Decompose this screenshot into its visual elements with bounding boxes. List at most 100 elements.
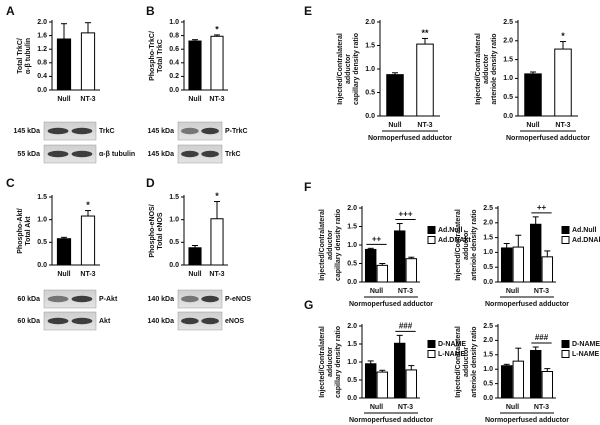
- y-axis-title: Injected/Contralateral: [319, 209, 326, 281]
- blot-strip: [43, 289, 97, 309]
- y-tick-label: 1.2: [37, 46, 47, 53]
- legend-swatch: [561, 340, 570, 348]
- legend-label: D-NAME: [572, 341, 600, 348]
- y-tick-label: 1.0: [347, 242, 357, 249]
- blot-protein: P-eNOS: [225, 296, 251, 303]
- x-tick-label: Null: [526, 122, 539, 129]
- x-axis-title: Normoperfused adductor: [349, 301, 433, 308]
- x-tick-label: Null: [506, 404, 519, 411]
- y-tick-label: 0.0: [37, 87, 47, 94]
- y-axis-title: Total eNOS: [157, 212, 164, 250]
- x-axis-title: Normoperfused adductor: [368, 135, 452, 142]
- bar: [529, 223, 542, 283]
- y-tick-label: 0.4: [169, 60, 179, 67]
- y-tick-label: 2.5: [483, 323, 493, 330]
- blot-size: 145 kDa: [14, 128, 41, 135]
- y-tick-label: 1.0: [37, 217, 47, 224]
- bar: [188, 247, 202, 266]
- legend-swatch: [561, 350, 570, 358]
- legend-label: Ad.DNAkt: [572, 237, 600, 244]
- blot-strip: [43, 144, 97, 164]
- blot-strip: [43, 121, 97, 141]
- x-tick-label: NT-3: [555, 122, 570, 129]
- y-tick-label: 2.5: [503, 19, 513, 26]
- y-tick-label: 0.0: [169, 87, 179, 94]
- x-tick-label: Null: [370, 404, 383, 411]
- blot-protein: eNOS: [225, 318, 244, 325]
- y-tick-label: 1.0: [483, 249, 493, 256]
- y-tick-label: 1.5: [483, 352, 493, 359]
- bar: [210, 218, 224, 266]
- y-tick-label: 0.0: [365, 113, 375, 120]
- y-tick-label: 0.5: [347, 377, 357, 384]
- y-tick-label: 0.5: [365, 89, 375, 96]
- blot-size: 145 kDa: [148, 128, 175, 135]
- y-tick-label: 0.5: [483, 264, 493, 271]
- x-tick-label: NT-3: [80, 96, 95, 103]
- y-axis-title: adductor: [463, 230, 470, 260]
- y-axis-title: arteriole density ratio: [471, 326, 478, 397]
- x-tick-label: Null: [57, 271, 70, 278]
- y-tick-label: 0.5: [503, 94, 513, 101]
- x-tick-label: Null: [188, 96, 201, 103]
- y-tick-label: 2.0: [347, 323, 357, 330]
- blot-protein: TrkC: [225, 151, 241, 158]
- bar: [405, 369, 418, 399]
- bar: [210, 35, 224, 91]
- y-axis-title: adductor: [327, 347, 334, 377]
- panel-letter: C: [6, 176, 15, 190]
- x-tick-label: Null: [57, 96, 70, 103]
- y-axis-title: α-β tubulin: [25, 38, 32, 74]
- x-axis-title: Normoperfused adductor: [485, 417, 569, 424]
- y-tick-label: 1.0: [347, 359, 357, 366]
- bar: [524, 73, 542, 117]
- y-tick-label: 0.0: [347, 279, 357, 286]
- y-tick-label: 1.0: [503, 75, 513, 82]
- blot-strip: [177, 311, 223, 331]
- x-tick-label: Null: [188, 271, 201, 278]
- legend-swatch: [427, 236, 436, 244]
- blot-protein: Akt: [99, 318, 111, 325]
- bar: [56, 38, 72, 91]
- blot-strip: [177, 121, 223, 141]
- y-axis-title: capillary density ratio: [335, 209, 342, 281]
- legend-label: Ad.Null: [438, 227, 463, 234]
- y-tick-label: 1.0: [365, 66, 375, 73]
- x-tick-label: Null: [388, 122, 401, 129]
- y-tick-label: 0.8: [169, 32, 179, 39]
- bar: [56, 238, 72, 266]
- x-tick-label: NT-3: [398, 288, 413, 295]
- blot-band: [181, 295, 199, 303]
- y-axis-title: Total TrkC/: [17, 38, 24, 74]
- bar: [376, 264, 389, 283]
- legend-swatch: [427, 350, 436, 358]
- legend-label: D-NAME: [438, 341, 466, 348]
- y-axis-title: Injected/Contralateral: [475, 33, 482, 105]
- x-axis-title: Normoperfused adductor: [506, 135, 590, 142]
- bar: [80, 215, 96, 266]
- x-axis-title: Normoperfused adductor: [485, 301, 569, 308]
- legend-swatch: [561, 236, 570, 244]
- blot-protein: P-TrkC: [225, 128, 248, 135]
- y-axis-title: Phospho-Akt/: [17, 208, 24, 254]
- y-axis-title: Injected/Contralateral: [455, 209, 462, 281]
- bar: [364, 363, 377, 399]
- bar: [554, 48, 572, 117]
- significance: ###: [399, 321, 413, 330]
- panel-letter: D: [146, 176, 155, 190]
- y-axis-title: capillary density ratio: [353, 33, 360, 105]
- y-tick-label: 0.0: [37, 262, 47, 269]
- y-axis-title: adductor: [463, 347, 470, 377]
- bar: [541, 256, 554, 283]
- y-axis-title: Phospho-TrkC/: [149, 31, 156, 81]
- y-tick-label: 2.0: [365, 19, 375, 26]
- y-tick-label: 0.0: [503, 113, 513, 120]
- blot-band: [201, 317, 219, 325]
- y-tick-label: 2.0: [503, 38, 513, 45]
- x-tick-label: NT-3: [398, 404, 413, 411]
- bar: [541, 371, 554, 399]
- blot-strip: [43, 311, 97, 331]
- y-axis-title: Total Akt: [25, 216, 32, 246]
- bar: [512, 360, 525, 399]
